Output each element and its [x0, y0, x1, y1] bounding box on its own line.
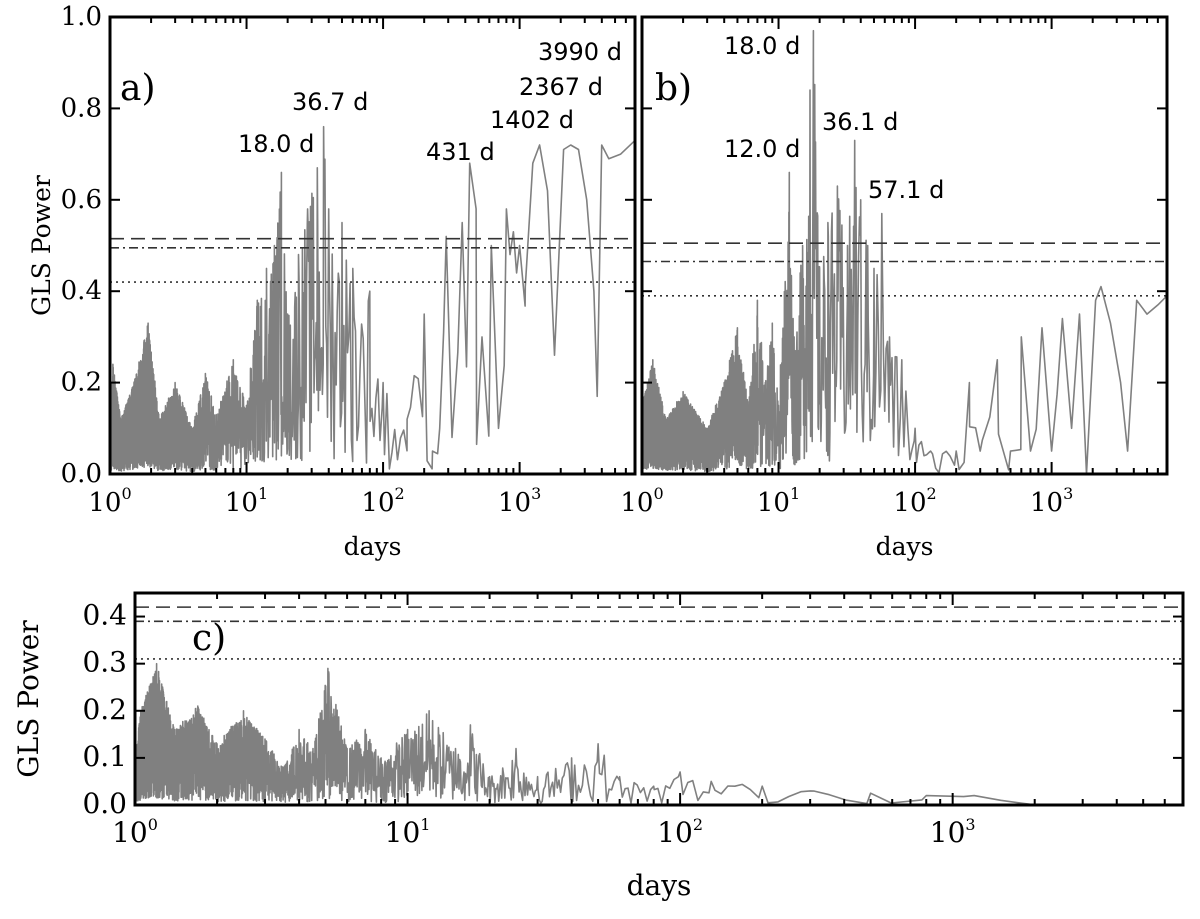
- panel-label: a): [120, 68, 156, 109]
- x-tick-label: 103: [1030, 484, 1073, 518]
- x-tick-label: 102: [657, 815, 703, 849]
- y-axis-label: GLS Power: [27, 175, 56, 316]
- x-tick-label: 101: [757, 484, 800, 518]
- x-tick-base: 10: [385, 816, 421, 849]
- x-tick-base: 10: [657, 816, 693, 849]
- plot-frame: [108, 15, 637, 476]
- peak-annotation: 18.0 d: [238, 130, 314, 158]
- x-tick-label: 101: [225, 484, 268, 518]
- peak-annotation: 36.7 d: [292, 88, 368, 116]
- x-tick-base: 10: [1030, 488, 1063, 518]
- y-tick-label: 0.1: [82, 740, 127, 773]
- x-tick-base: 10: [88, 488, 121, 518]
- x-tick-label: 103: [498, 484, 541, 518]
- x-tick-label: 102: [893, 484, 936, 518]
- x-tick-base: 10: [757, 488, 790, 518]
- y-tick-label: 0.8: [61, 93, 102, 123]
- x-tick-exponent: 0: [653, 484, 663, 503]
- peak-annotation: 431 d: [426, 138, 495, 166]
- x-tick-exponent: 0: [121, 484, 131, 503]
- x-tick-base: 10: [225, 488, 258, 518]
- x-tick-exponent: 1: [420, 815, 430, 834]
- x-axis-label: days: [344, 532, 402, 561]
- peak-annotation: 18.0 d: [724, 32, 800, 60]
- x-tick-base: 10: [112, 816, 148, 849]
- y-tick-label: 0.0: [61, 459, 102, 489]
- x-tick-base: 10: [893, 488, 926, 518]
- x-tick-exponent: 0: [148, 815, 158, 834]
- peak-annotation: 12.0 d: [724, 135, 800, 163]
- x-tick-base: 10: [930, 816, 966, 849]
- y-tick-label: 0.2: [82, 693, 127, 726]
- peak-annotation: 1402 d: [490, 106, 574, 134]
- plot-frame: [133, 591, 1185, 807]
- x-axis-label: days: [627, 869, 692, 902]
- peak-annotation: 36.1 d: [822, 108, 898, 136]
- y-tick-label: 0.2: [61, 368, 102, 398]
- y-tick-label: 0.3: [82, 646, 127, 679]
- x-tick-label: 100: [88, 484, 131, 518]
- y-tick-label: 0.4: [61, 276, 102, 306]
- y-tick-label: 0.0: [82, 787, 127, 820]
- panel-label: b): [655, 68, 692, 109]
- y-tick-label: 0.6: [61, 185, 102, 215]
- x-tick-exponent: 3: [531, 484, 541, 503]
- x-tick-label: 103: [930, 815, 976, 849]
- power-series: [110, 125, 635, 473]
- plot-frame: [640, 15, 1169, 476]
- x-axis-label: days: [876, 532, 934, 561]
- x-tick-exponent: 3: [965, 815, 975, 834]
- power-series: [642, 29, 1167, 474]
- peak-annotation: 57.1 d: [868, 176, 944, 204]
- peak-annotation: 2367 d: [519, 73, 603, 101]
- panel-label: c): [192, 618, 226, 659]
- x-tick-base: 10: [498, 488, 531, 518]
- x-tick-label: 100: [620, 484, 663, 518]
- y-axis-label: GLS Power: [12, 620, 45, 778]
- x-tick-exponent: 2: [693, 815, 703, 834]
- x-tick-label: 102: [361, 484, 404, 518]
- peak-annotation: 3990 d: [538, 38, 622, 66]
- y-tick-label: 1.0: [61, 2, 102, 32]
- x-tick-label: 101: [385, 815, 431, 849]
- x-tick-label: 100: [112, 815, 158, 849]
- x-tick-exponent: 1: [790, 484, 800, 503]
- x-tick-exponent: 3: [1063, 484, 1073, 503]
- power-series: [135, 662, 1183, 805]
- x-tick-base: 10: [361, 488, 394, 518]
- y-tick-label: 0.4: [82, 599, 127, 632]
- x-tick-base: 10: [620, 488, 653, 518]
- x-tick-exponent: 2: [927, 484, 937, 503]
- x-tick-exponent: 2: [395, 484, 405, 503]
- x-tick-exponent: 1: [258, 484, 268, 503]
